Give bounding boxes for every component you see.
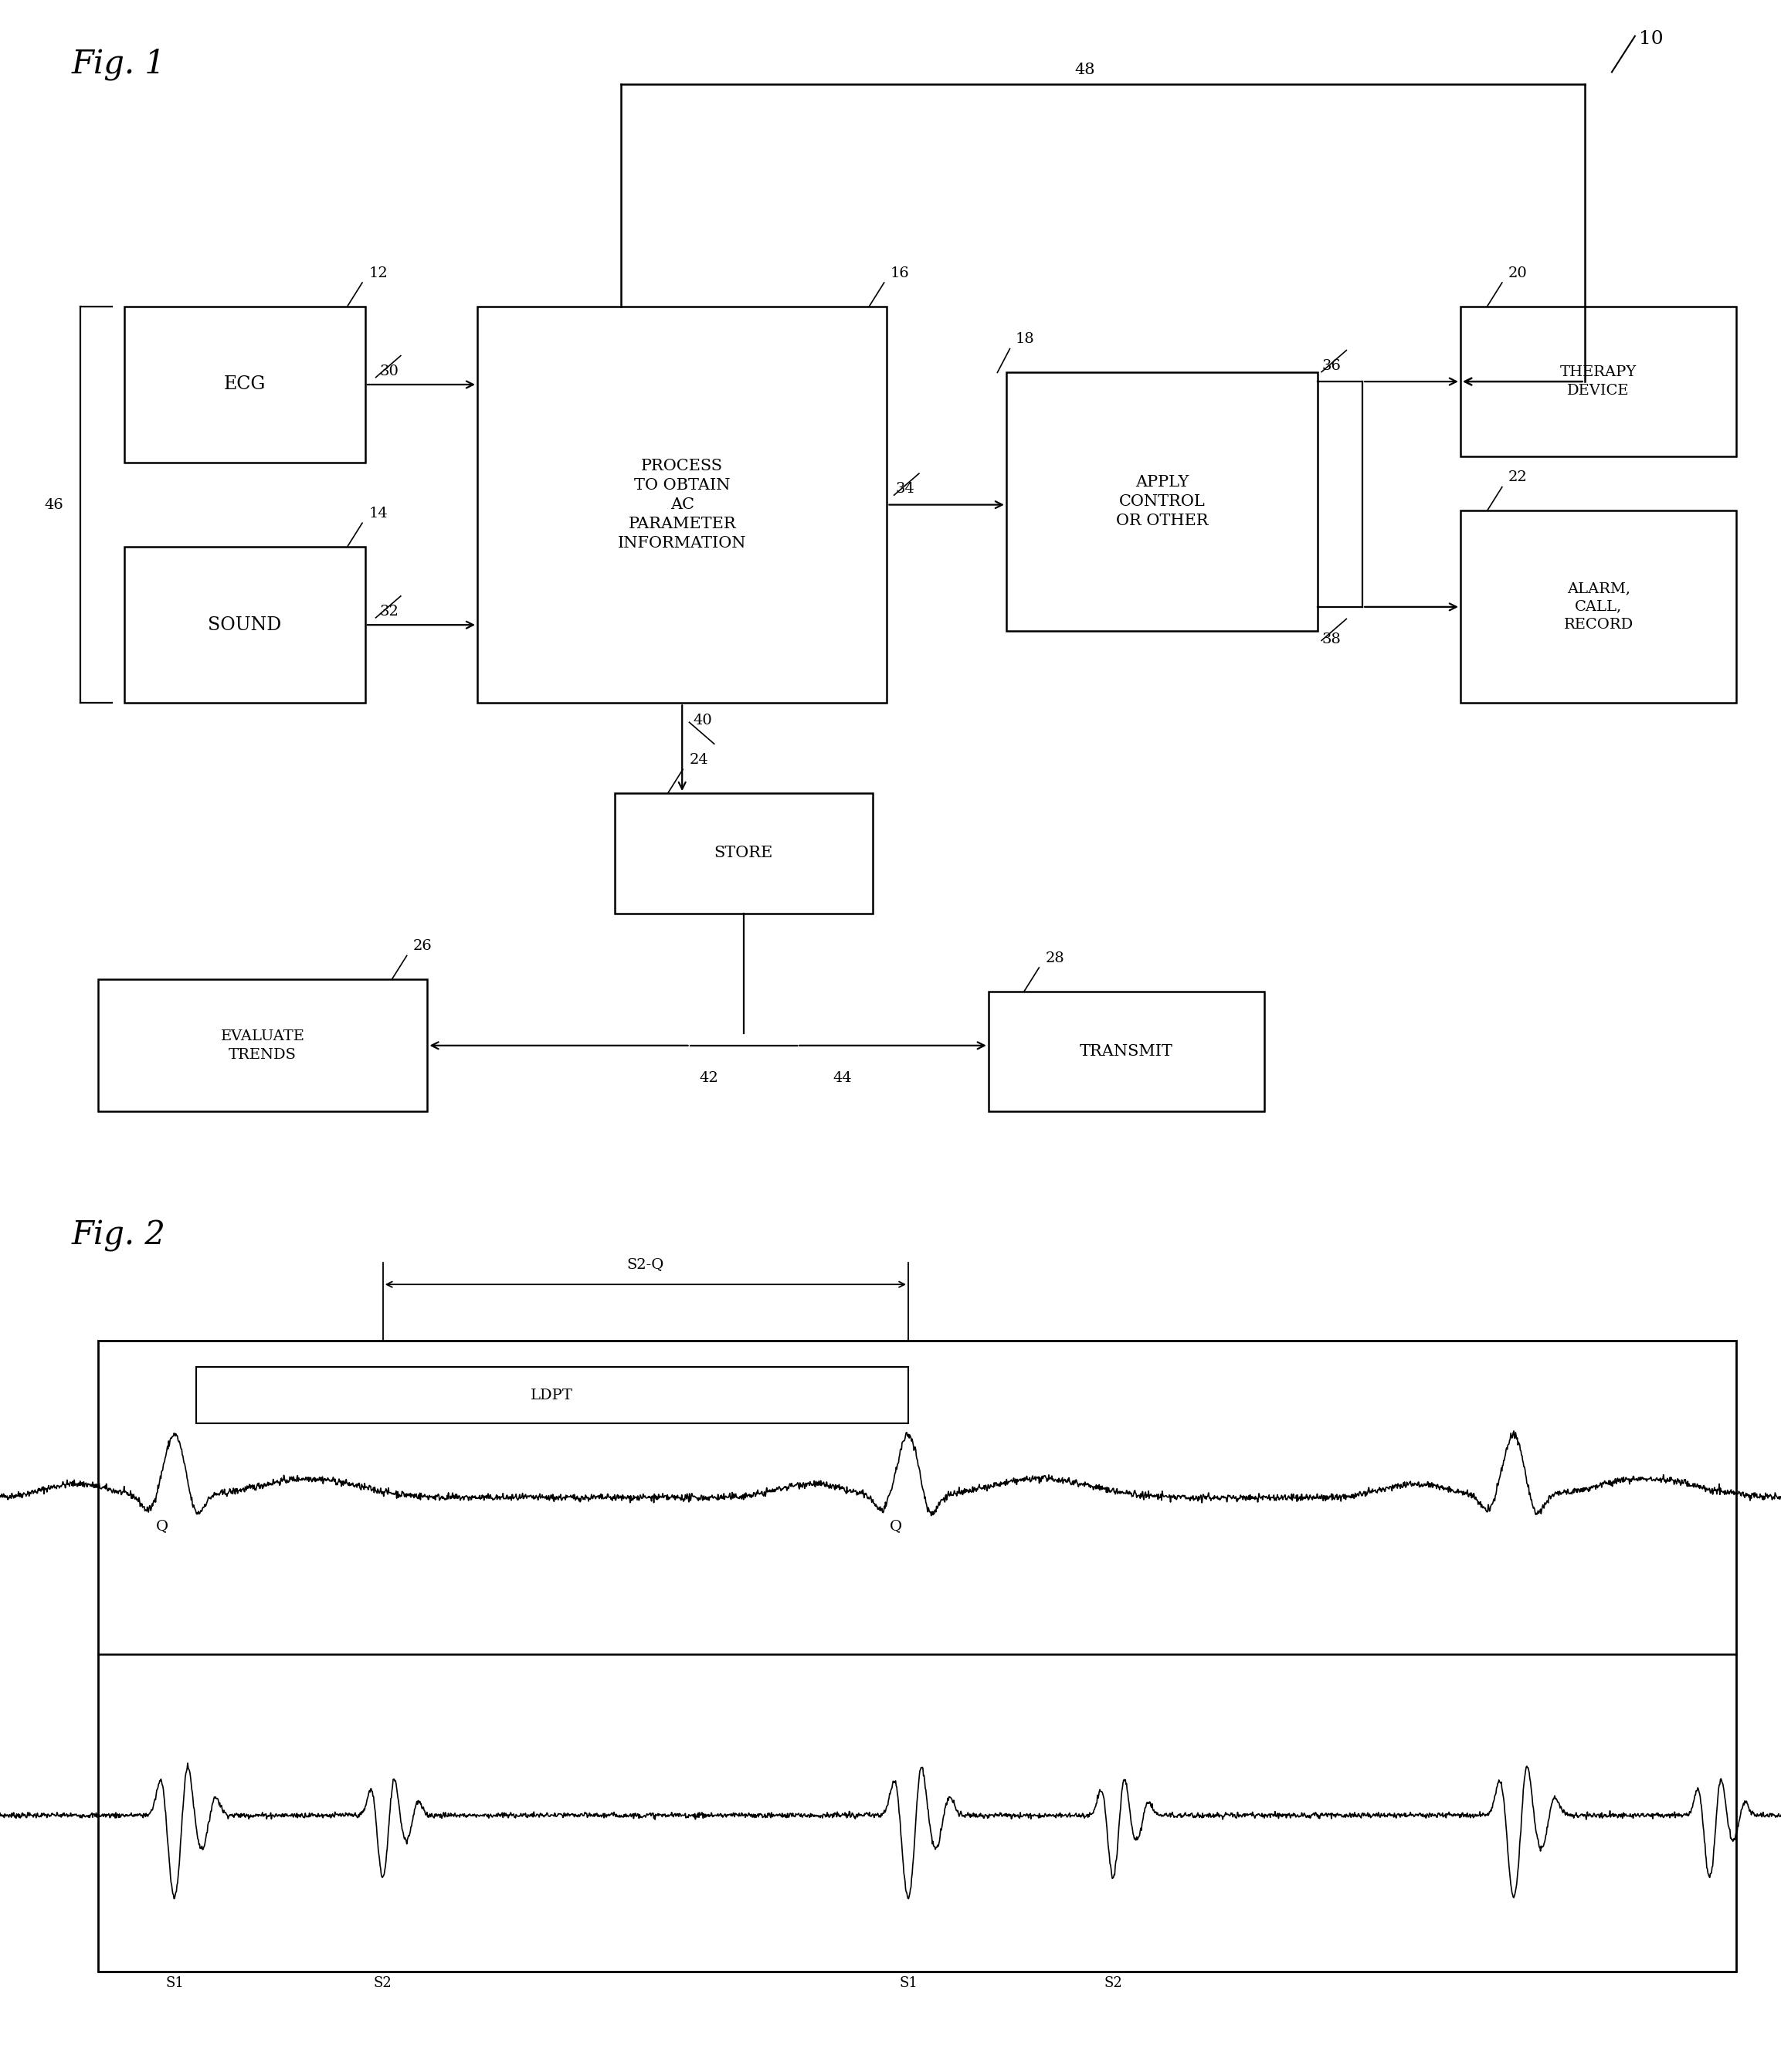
- FancyBboxPatch shape: [614, 794, 873, 914]
- Text: 20: 20: [1509, 265, 1528, 280]
- Text: Q: Q: [890, 1519, 901, 1533]
- FancyBboxPatch shape: [125, 307, 365, 462]
- Text: LDPT: LDPT: [531, 1388, 573, 1403]
- Text: 22: 22: [1509, 470, 1528, 485]
- Text: APPLY
CONTROL
OR OTHER: APPLY CONTROL OR OTHER: [1117, 474, 1208, 528]
- FancyBboxPatch shape: [1006, 373, 1318, 630]
- Text: S2: S2: [1104, 1977, 1122, 1991]
- Text: EVALUATE
TRENDS: EVALUATE TRENDS: [221, 1030, 305, 1061]
- FancyBboxPatch shape: [98, 1341, 1736, 1973]
- Text: 46: 46: [45, 497, 64, 512]
- Text: THERAPY
DEVICE: THERAPY DEVICE: [1560, 365, 1637, 398]
- Text: 26: 26: [413, 939, 433, 953]
- Text: 48: 48: [1074, 62, 1095, 77]
- Text: 30: 30: [379, 365, 399, 377]
- Text: Fig. 2: Fig. 2: [71, 1218, 166, 1251]
- Text: 24: 24: [689, 752, 709, 767]
- Text: 36: 36: [1322, 358, 1341, 373]
- Text: STORE: STORE: [714, 845, 773, 860]
- Text: 18: 18: [1015, 332, 1035, 346]
- Text: S1: S1: [166, 1977, 183, 1991]
- Text: ECG: ECG: [224, 375, 265, 394]
- FancyBboxPatch shape: [98, 980, 427, 1113]
- FancyBboxPatch shape: [477, 307, 887, 702]
- Text: 28: 28: [1045, 951, 1065, 966]
- Text: S1: S1: [899, 1977, 917, 1991]
- Text: SOUND: SOUND: [208, 615, 281, 634]
- Text: 42: 42: [698, 1071, 718, 1084]
- Text: 12: 12: [369, 265, 388, 280]
- FancyBboxPatch shape: [196, 1368, 908, 1423]
- Text: Q: Q: [157, 1519, 167, 1533]
- Text: 40: 40: [693, 715, 712, 727]
- FancyBboxPatch shape: [125, 547, 365, 702]
- FancyBboxPatch shape: [1460, 307, 1736, 456]
- Text: TRANSMIT: TRANSMIT: [1079, 1044, 1174, 1059]
- Text: 38: 38: [1322, 632, 1341, 646]
- Text: 16: 16: [890, 265, 910, 280]
- Text: 34: 34: [896, 483, 915, 495]
- Text: 10: 10: [1639, 31, 1663, 48]
- FancyBboxPatch shape: [988, 992, 1265, 1113]
- Text: 32: 32: [379, 605, 399, 617]
- Text: 14: 14: [369, 506, 388, 520]
- Text: Fig. 1: Fig. 1: [71, 48, 166, 81]
- Text: S2: S2: [374, 1977, 392, 1991]
- FancyBboxPatch shape: [1460, 512, 1736, 702]
- Text: ALARM,
CALL,
RECORD: ALARM, CALL, RECORD: [1564, 582, 1633, 632]
- Text: 44: 44: [834, 1071, 851, 1084]
- Text: PROCESS
TO OBTAIN
AC
PARAMETER
INFORMATION: PROCESS TO OBTAIN AC PARAMETER INFORMATI…: [618, 458, 746, 551]
- Text: S2-Q: S2-Q: [627, 1258, 664, 1272]
